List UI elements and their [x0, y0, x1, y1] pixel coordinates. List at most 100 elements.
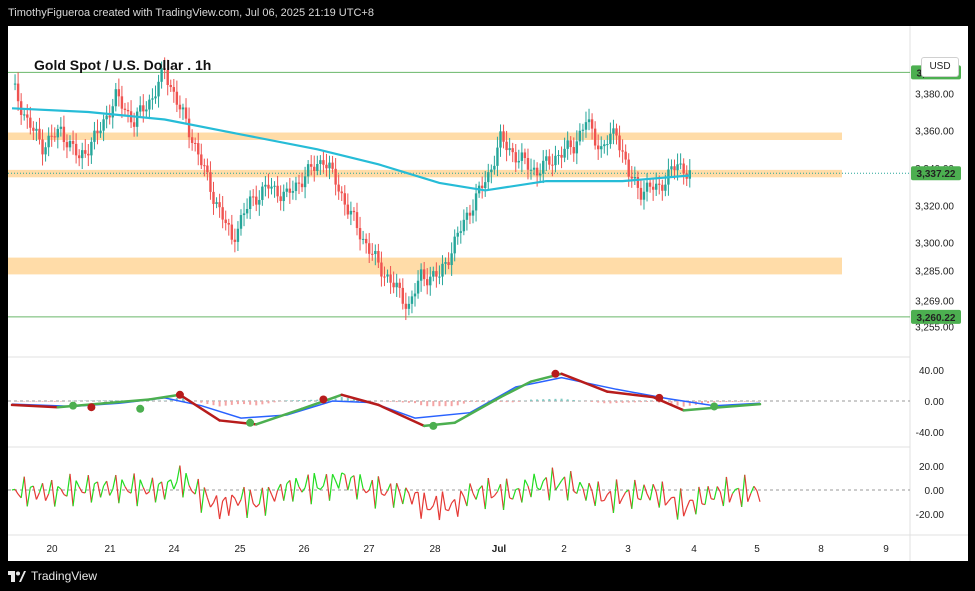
candle-body: [538, 173, 542, 176]
oscillator-segment: [658, 481, 663, 508]
candle-body: [187, 118, 191, 138]
candle-body: [306, 164, 310, 177]
oscillator-segment: [307, 474, 312, 505]
oscillator-segment: [631, 479, 636, 509]
oscillator-segment: [402, 487, 407, 505]
oscillator-segment: [249, 489, 254, 504]
candle-body: [474, 193, 478, 211]
macd-histogram-bar: [401, 401, 404, 403]
macd-histogram-bar: [249, 401, 252, 405]
macd-histogram-bar: [102, 400, 105, 401]
macd-histogram-bar: [407, 401, 410, 403]
oscillator-segment: [313, 473, 318, 488]
candle-body: [358, 228, 362, 240]
candle-body: [325, 164, 328, 169]
candle-body: [349, 210, 353, 215]
oscillator-segment: [518, 488, 523, 503]
candle-body: [484, 182, 487, 189]
macd-histogram-bar: [468, 401, 471, 402]
currency-button[interactable]: USD: [921, 57, 959, 77]
candle-body: [139, 105, 142, 112]
candle-body: [178, 104, 182, 110]
candle-body: [71, 140, 75, 144]
candle-body: [221, 207, 224, 220]
oscillator-segment: [283, 483, 288, 501]
tradingview-logo[interactable]: TradingView: [8, 569, 97, 583]
macd-histogram-bar: [438, 401, 441, 407]
candle-body: [606, 144, 609, 146]
macd-histogram-bar: [414, 401, 417, 404]
oscillator-segment: [304, 474, 309, 488]
price-axis-tick: 3,269.00: [915, 297, 954, 308]
oscillator-segment: [716, 486, 721, 493]
macd-cross-dot: [87, 403, 96, 412]
macd-histogram-bar: [230, 401, 233, 405]
macd-histogram-bar: [652, 401, 655, 402]
oscillator-segment: [38, 483, 44, 493]
candle-body: [258, 199, 261, 205]
macd-histogram-bar: [334, 398, 337, 401]
candle-body: [74, 143, 78, 156]
candle-body: [642, 191, 646, 200]
oscillator-segment: [200, 487, 205, 513]
oscillator-segment: [704, 486, 709, 505]
macd-signal-line: [11, 376, 761, 419]
chart-svg[interactable]: 3,380.003,360.003,340.003,320.003,300.00…: [8, 26, 968, 561]
candle-body: [175, 91, 179, 105]
candle-body: [108, 115, 111, 118]
macd-histogram-bar: [688, 401, 691, 406]
macd-histogram-bar: [554, 398, 557, 401]
oscillator-segment: [341, 472, 346, 476]
oscillator-segment: [554, 485, 559, 491]
oscillator-segment: [142, 487, 147, 495]
candle-body: [300, 183, 304, 188]
oscillator-segment: [261, 487, 267, 516]
macd-histogram-bar: [29, 401, 32, 402]
oscillator-segment: [322, 474, 328, 487]
oscillator-segment: [90, 483, 96, 503]
oscillator-segment: [750, 485, 755, 494]
candle-body: [590, 119, 594, 129]
candle-body: [184, 107, 188, 119]
oscillator-segment: [209, 502, 214, 508]
macd-histogram-bar: [639, 401, 642, 403]
candle-body: [251, 196, 255, 198]
macd-histogram-bar: [432, 401, 435, 407]
oscillator-segment: [222, 496, 227, 502]
oscillator-segment: [246, 489, 251, 519]
oscillator-segment: [292, 478, 297, 502]
oscillator-segment: [310, 473, 315, 505]
candle-body: [87, 153, 90, 156]
oscillator-segment: [87, 475, 92, 503]
macd-line-segment: [340, 393, 380, 407]
candle-body: [270, 186, 273, 189]
oscillator-segment: [423, 492, 428, 510]
oscillator-segment: [667, 497, 672, 502]
candle-body: [664, 184, 667, 191]
candle-body: [566, 140, 569, 149]
macd-cross-dot: [710, 402, 719, 411]
oscillator-segment: [14, 488, 19, 495]
support-resistance-zone: [8, 132, 842, 140]
candle-body: [291, 191, 295, 193]
macd-histogram-bar: [682, 401, 685, 407]
candle-body: [676, 164, 679, 171]
macd-histogram-bar: [96, 400, 99, 401]
candle-body: [132, 122, 136, 127]
oscillator-segment: [374, 476, 379, 509]
candle-body: [377, 250, 380, 263]
candle-body: [480, 185, 484, 189]
candle-body: [639, 187, 643, 200]
macd-histogram-bar: [243, 401, 246, 405]
candle-body: [233, 239, 237, 242]
macd-histogram-bar: [352, 398, 355, 401]
macd-line-segment: [254, 407, 304, 426]
candle-body: [47, 135, 50, 148]
time-axis-tick: 20: [46, 544, 58, 555]
macd-histogram-bar: [597, 401, 600, 403]
oscillator-segment: [301, 487, 306, 493]
macd-line-segment: [606, 390, 655, 399]
candle-body: [193, 142, 197, 144]
candle-body: [44, 147, 47, 155]
oscillator-segment: [96, 481, 102, 498]
